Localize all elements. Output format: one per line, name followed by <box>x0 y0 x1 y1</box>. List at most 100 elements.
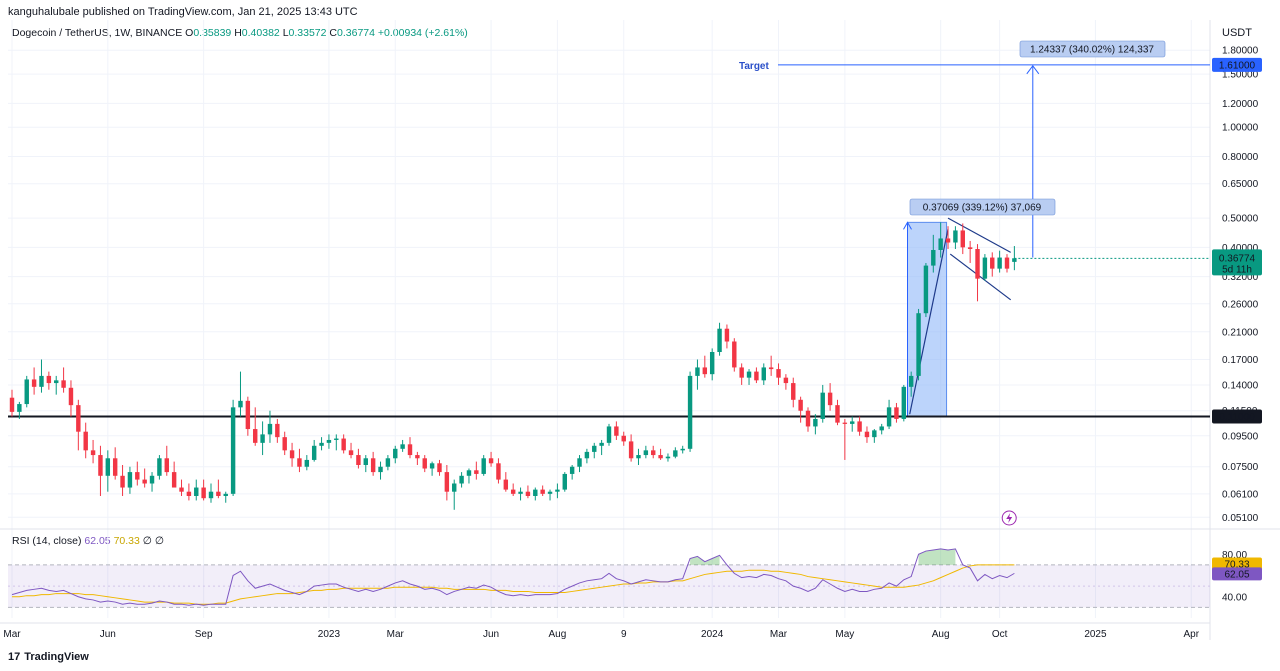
candle-body <box>459 475 464 484</box>
measure-range-box <box>907 221 948 418</box>
measure-label-top-bg <box>1019 40 1166 58</box>
candle-body <box>157 458 162 476</box>
candle-body <box>503 479 509 490</box>
candle-body <box>518 491 523 494</box>
candle-body <box>813 418 818 427</box>
open-value: 0.35839 <box>193 27 232 39</box>
price-tick-label: 0.14000 <box>1222 380 1259 391</box>
candle-body <box>687 375 693 449</box>
candle-body <box>223 493 228 496</box>
candle-body <box>791 383 796 400</box>
candle-body <box>194 487 199 496</box>
candle-body <box>230 407 236 494</box>
candle-body <box>179 487 184 492</box>
candle-body <box>171 472 177 488</box>
lightning-glyph <box>1006 513 1013 523</box>
price-tick-label: 0.80000 <box>1222 152 1259 163</box>
time-tick-label: Mar <box>770 629 788 640</box>
candle-body <box>378 466 383 473</box>
price-unit: USDT <box>1222 27 1252 39</box>
candle-body <box>621 435 626 442</box>
high-label: H <box>234 27 242 39</box>
rsi-value-tag-bg <box>1212 567 1262 581</box>
rsi-value-tag: 62.05 <box>1224 569 1249 580</box>
candle-body <box>997 257 1002 269</box>
candle-body <box>444 472 450 492</box>
price-tick-label: 0.05100 <box>1222 513 1259 524</box>
candle-body <box>850 421 855 424</box>
rsi-ma-tag: 70.33 <box>1224 560 1249 571</box>
symbol-name[interactable]: Dogecoin / TetherUS, 1W, BINANCE <box>12 27 183 39</box>
candle-body <box>466 470 472 476</box>
candle-body <box>348 450 354 456</box>
measure-label-mid: 0.37069 (339.12%) 37,069 <box>923 203 1042 214</box>
candle-body <box>857 421 862 432</box>
candle-body <box>510 489 516 494</box>
candle-body <box>297 458 302 467</box>
rsi-overbought-fill <box>918 548 956 565</box>
rsi-value: 62.05 <box>84 535 111 547</box>
candle-body <box>724 328 730 342</box>
candle-body <box>651 450 656 456</box>
candle-body <box>326 439 332 443</box>
candle-body <box>407 444 413 456</box>
price-tick-label: 1.50000 <box>1222 70 1259 81</box>
brand-name: TradingView <box>24 651 89 663</box>
price-tick-label: 0.50000 <box>1222 214 1259 225</box>
candle-body <box>39 375 44 387</box>
candle-body <box>311 445 317 460</box>
candle-body <box>768 367 774 370</box>
price-tick-label: 1.80000 <box>1222 46 1259 57</box>
candle-body <box>496 463 501 480</box>
candle-body <box>488 458 494 464</box>
price-tick-label: 0.17000 <box>1222 355 1259 366</box>
candle-body <box>127 472 133 488</box>
candle-body <box>990 257 995 269</box>
candle-body <box>761 367 766 381</box>
candle-body <box>709 352 715 375</box>
candle-body <box>120 475 125 488</box>
candle-body <box>805 410 811 427</box>
candle-body <box>437 463 442 473</box>
candle-body <box>245 400 251 430</box>
candle-body <box>872 430 877 438</box>
low-label: L <box>282 27 289 39</box>
candle-body <box>83 431 88 451</box>
candle-body <box>422 458 427 469</box>
candle-body <box>798 399 803 411</box>
time-tick-label: 9 <box>621 629 627 640</box>
candle-body <box>481 458 486 474</box>
target-arrow-head <box>1026 64 1040 75</box>
candle-body <box>732 341 737 368</box>
candle-body <box>636 455 641 459</box>
candle-body <box>142 479 147 484</box>
candle-body <box>201 487 206 499</box>
candle-body <box>953 230 958 243</box>
time-tick-label: 2025 <box>1084 629 1107 640</box>
candle-body <box>938 238 943 250</box>
rsi-visibility-icons[interactable]: ∅ ∅ <box>142 535 164 547</box>
rsi-name[interactable]: RSI (14, close) <box>12 535 82 547</box>
rsi-legend: RSI (14, close) 62.05 70.33 ∅ ∅ <box>12 535 164 547</box>
candle-body <box>658 455 663 459</box>
candle-body <box>643 450 649 456</box>
candle-body <box>253 429 258 443</box>
time-tick-label: Mar <box>3 629 21 640</box>
candle-body <box>289 450 295 459</box>
flag-lower-line <box>949 253 1012 301</box>
candle-body <box>474 470 479 474</box>
candle-body <box>54 380 59 384</box>
candle-body <box>540 489 545 494</box>
candle-body <box>452 483 457 492</box>
measure-arrow-head <box>903 221 912 230</box>
candle-body <box>105 458 111 476</box>
support-price-tag: 0.11000 <box>1219 412 1255 423</box>
candle-body <box>628 441 634 459</box>
low-value: 0.33572 <box>288 27 327 39</box>
candle-body <box>415 455 420 459</box>
time-tick-label: Oct <box>992 629 1008 640</box>
time-tick-label: Jun <box>100 629 116 640</box>
candle-body <box>614 426 619 436</box>
candle-body <box>304 459 310 467</box>
